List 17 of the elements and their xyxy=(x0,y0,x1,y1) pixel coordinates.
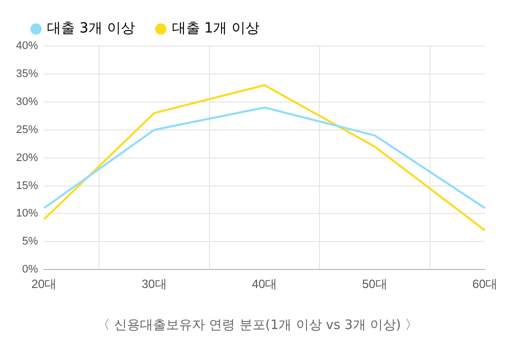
x-tick-label: 30대 xyxy=(142,277,167,292)
legend-label: 대출 1개 이상 xyxy=(172,20,260,37)
text: 〈 신용대출보유자 연령 분포(1개 이상 vs 3개 이상) 〉 xyxy=(96,317,420,334)
y-tick-label: 5% xyxy=(22,236,38,248)
y-tick-label: 10% xyxy=(16,208,38,220)
y-tick-label: 30% xyxy=(16,96,38,108)
y-tick-label: 25% xyxy=(16,124,38,136)
x-tick-label: 20대 xyxy=(31,277,57,292)
x-tick-label: 60대 xyxy=(472,277,498,292)
y-tick-label: 40% xyxy=(16,40,38,52)
y-tick-label: 15% xyxy=(16,180,38,192)
y-tick-label: 35% xyxy=(16,68,38,80)
y-tick-label: 0% xyxy=(22,264,38,276)
legend-label: 대출 3개 이상 xyxy=(47,20,135,37)
x-tick-label: 40대 xyxy=(252,277,278,292)
y-tick-label: 20% xyxy=(16,152,38,164)
x-tick-label: 50대 xyxy=(362,277,388,292)
